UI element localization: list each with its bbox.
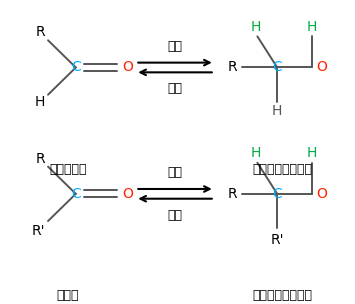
Text: O: O	[122, 187, 133, 201]
Text: R': R'	[271, 233, 284, 247]
Text: H: H	[307, 146, 317, 160]
Text: C: C	[272, 187, 282, 201]
Text: H: H	[272, 104, 282, 118]
Text: H: H	[250, 20, 261, 34]
Text: O: O	[122, 60, 133, 74]
Text: H: H	[35, 95, 45, 109]
Text: C: C	[71, 187, 81, 201]
Text: アルデヒド: アルデヒド	[49, 163, 87, 176]
Text: 還元: 還元	[168, 40, 182, 53]
Text: H: H	[250, 146, 261, 160]
Text: 酸化: 酸化	[168, 209, 182, 222]
Text: O: O	[316, 60, 327, 74]
Text: R: R	[35, 26, 45, 40]
Text: C: C	[71, 60, 81, 74]
Text: C: C	[272, 60, 282, 74]
Text: 酸化: 酸化	[168, 82, 182, 95]
Text: 還元: 還元	[168, 166, 182, 179]
Text: R: R	[35, 152, 45, 166]
Text: 第一級アルコール: 第一級アルコール	[252, 163, 312, 176]
Text: R: R	[228, 187, 237, 201]
Text: ケトン: ケトン	[56, 289, 79, 302]
Text: R': R'	[31, 224, 45, 238]
Text: O: O	[316, 187, 327, 201]
Text: H: H	[307, 20, 317, 34]
Text: R: R	[228, 60, 237, 74]
Text: 第二級アルコール: 第二級アルコール	[252, 289, 312, 302]
